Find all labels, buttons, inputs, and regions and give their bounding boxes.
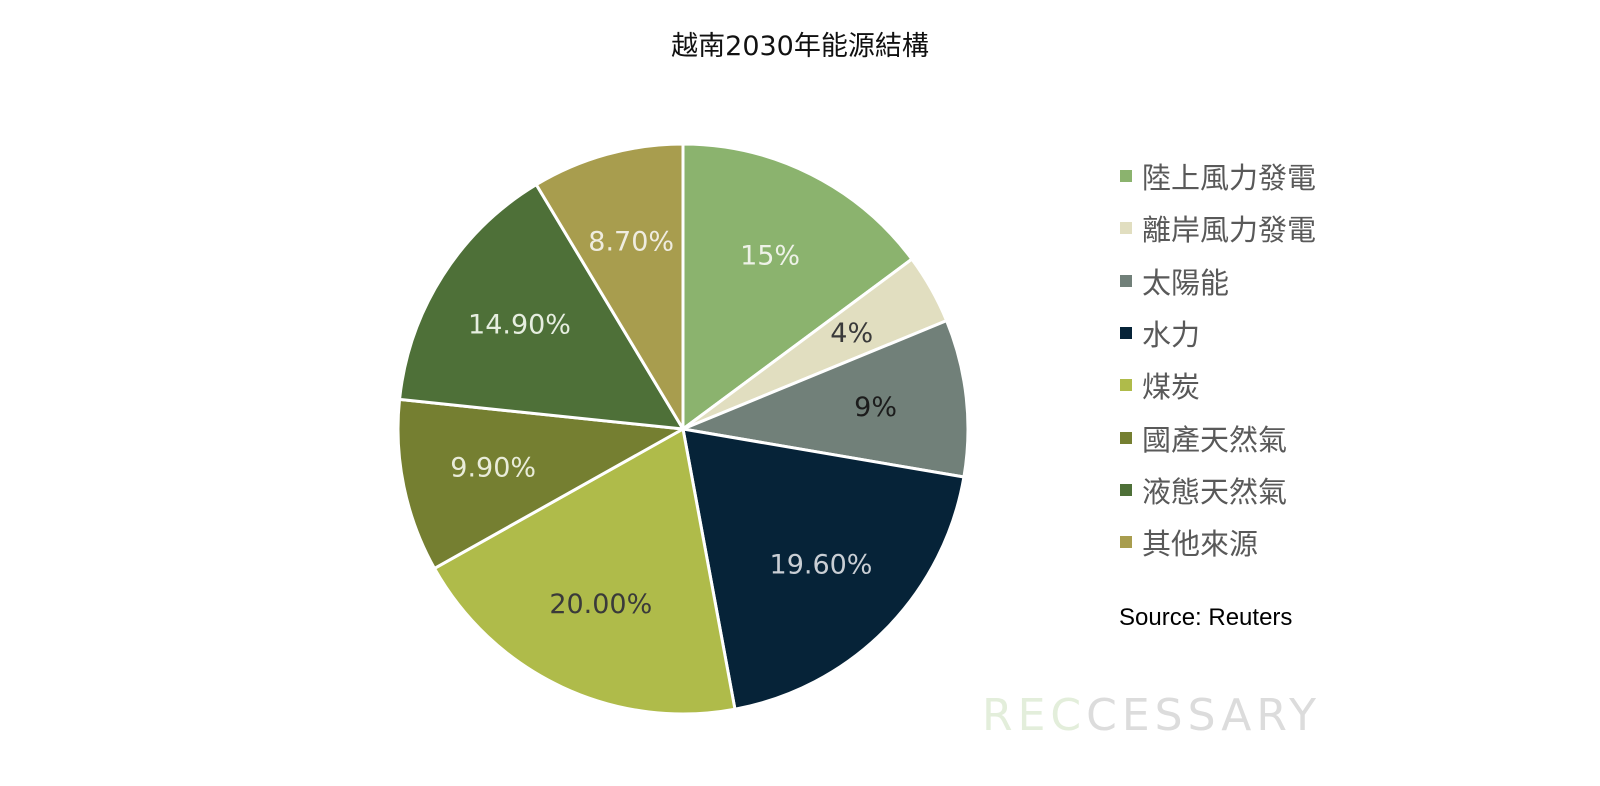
legend-swatch: [1120, 170, 1132, 183]
pie-slice-4: [681, 427, 966, 711]
legend-item: 液態天然氣: [1120, 464, 1560, 516]
legend-swatch: [1120, 483, 1132, 496]
data-label-5: 20.00%: [549, 589, 652, 620]
legend-label: 離岸風力發電: [1142, 213, 1317, 248]
legend-label: 陸上風力發電: [1142, 161, 1317, 196]
legend-label: 水力: [1142, 318, 1201, 353]
data-label-2: 4%: [830, 318, 873, 349]
data-label-7: 14.90%: [468, 309, 571, 340]
legend-label: 國產天然氣: [1142, 422, 1288, 457]
pie-slice-7: [398, 183, 685, 431]
pie-slice-3: [681, 319, 970, 479]
watermark-logo: RECCESSARY: [982, 690, 1321, 741]
legend-swatch: [1120, 222, 1132, 235]
legend-item: 煤炭: [1120, 359, 1560, 411]
data-label-1: 15%: [740, 240, 800, 271]
legend-label: 液態天然氣: [1142, 474, 1288, 509]
pie-slice-8: [534, 142, 685, 431]
legend-label: 太陽能: [1142, 265, 1230, 300]
legend: 陸上風力發電 離岸風力發電 太陽能水力煤炭國產天然氣液態天然氣其他來源: [1120, 150, 1560, 568]
legend-swatch: [1120, 327, 1132, 340]
legend-item: 水力: [1120, 307, 1560, 359]
watermark-lead: REC: [982, 690, 1087, 741]
pie-slice-6: [396, 397, 685, 570]
pie-slice-1: [681, 142, 914, 431]
legend-item: 太陽能: [1120, 255, 1560, 307]
legend-label: 煤炭: [1142, 370, 1201, 405]
legend-swatch: [1120, 379, 1132, 392]
source-note: Source: Reuters: [1119, 604, 1293, 631]
data-label-6: 9.90%: [450, 453, 536, 484]
legend-item: 陸上風力發電: [1120, 150, 1560, 202]
legend-item: 國產天然氣: [1120, 411, 1560, 463]
legend-swatch: [1120, 536, 1132, 549]
legend-item: 其他來源: [1120, 516, 1560, 568]
pie-slice-5: [432, 427, 737, 716]
legend-label: 其他來源: [1142, 527, 1259, 562]
chart-title: 越南2030年能源結構: [671, 31, 929, 62]
legend-swatch: [1120, 274, 1132, 287]
legend-item: 離岸風力發電: [1120, 202, 1560, 254]
watermark-rest: CESSARY: [1086, 690, 1322, 741]
legend-swatch: [1120, 431, 1132, 444]
data-label-8: 8.70%: [588, 227, 674, 258]
data-label-3: 9%: [854, 392, 897, 423]
data-label-4: 19.60%: [770, 550, 873, 581]
